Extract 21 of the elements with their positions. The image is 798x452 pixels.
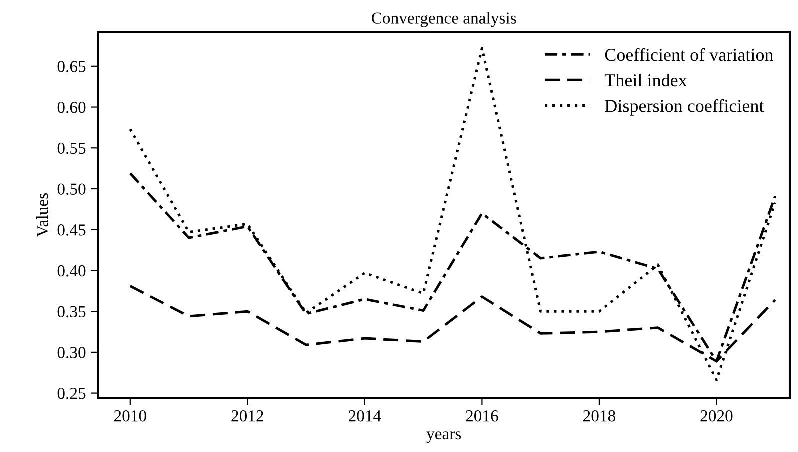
x-tick-label: 2012	[232, 410, 264, 422]
chart-title: Convergence analysis	[372, 12, 516, 28]
legend-label: Theil index	[604, 74, 688, 87]
legend-label: Dispersion coefficient	[605, 99, 764, 116]
x-tick-label: 2020	[700, 410, 733, 422]
y-tick-label: 0.65	[58, 61, 86, 72]
y-tick-label: 0.35	[58, 306, 86, 318]
x-axis-title: years	[426, 432, 462, 444]
y-tick-label: 0.60	[58, 102, 86, 114]
y-axis-title: Values	[36, 194, 48, 238]
x-tick-label: 2010	[114, 410, 146, 422]
y-tick-label: 0.25	[58, 388, 86, 400]
x-tick-label: 2016	[466, 410, 498, 422]
legend-label: Coefficient of variation	[605, 48, 774, 62]
x-tick-label: 2018	[584, 410, 616, 422]
y-tick-label: 0.40	[58, 265, 86, 277]
y-tick-label: 0.45	[58, 224, 86, 236]
y-tick-label: 0.55	[58, 142, 86, 154]
y-tick-label: 0.50	[58, 184, 86, 196]
y-tick-label: 0.30	[58, 347, 86, 358]
x-tick-label: 2014	[349, 410, 382, 422]
